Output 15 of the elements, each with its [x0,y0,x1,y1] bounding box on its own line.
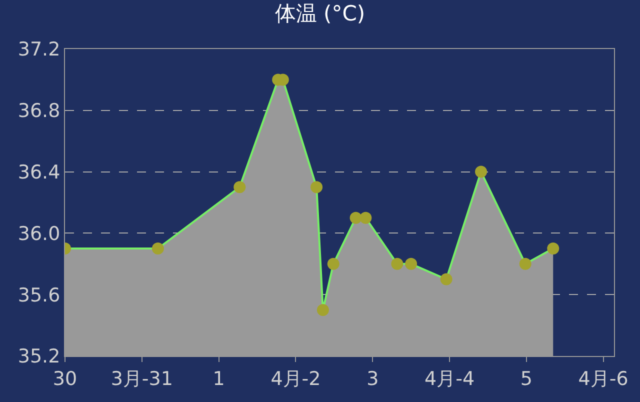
x-tick-label: 1 [212,368,225,390]
x-tick-label: 4月-4 [424,368,475,390]
x-tick-label: 3月-31 [110,368,173,390]
x-tick-label: 4月-2 [270,368,321,390]
x-tick-label: 4月-6 [578,368,628,390]
y-tick-label: 35.2 [18,346,60,368]
y-tick-label: 37.2 [18,38,60,61]
x-tick-label: 5 [520,368,532,390]
y-tick-label: 36.4 [18,161,60,184]
y-tick-label: 36.0 [18,222,60,245]
x-tick-label: 3 [366,368,379,390]
y-tick-label: 35.6 [18,284,60,306]
chart-title: 体温 (°C) [274,2,366,26]
y-tick-label: 36.8 [18,100,60,122]
x-tick-label: 30 [52,368,78,390]
